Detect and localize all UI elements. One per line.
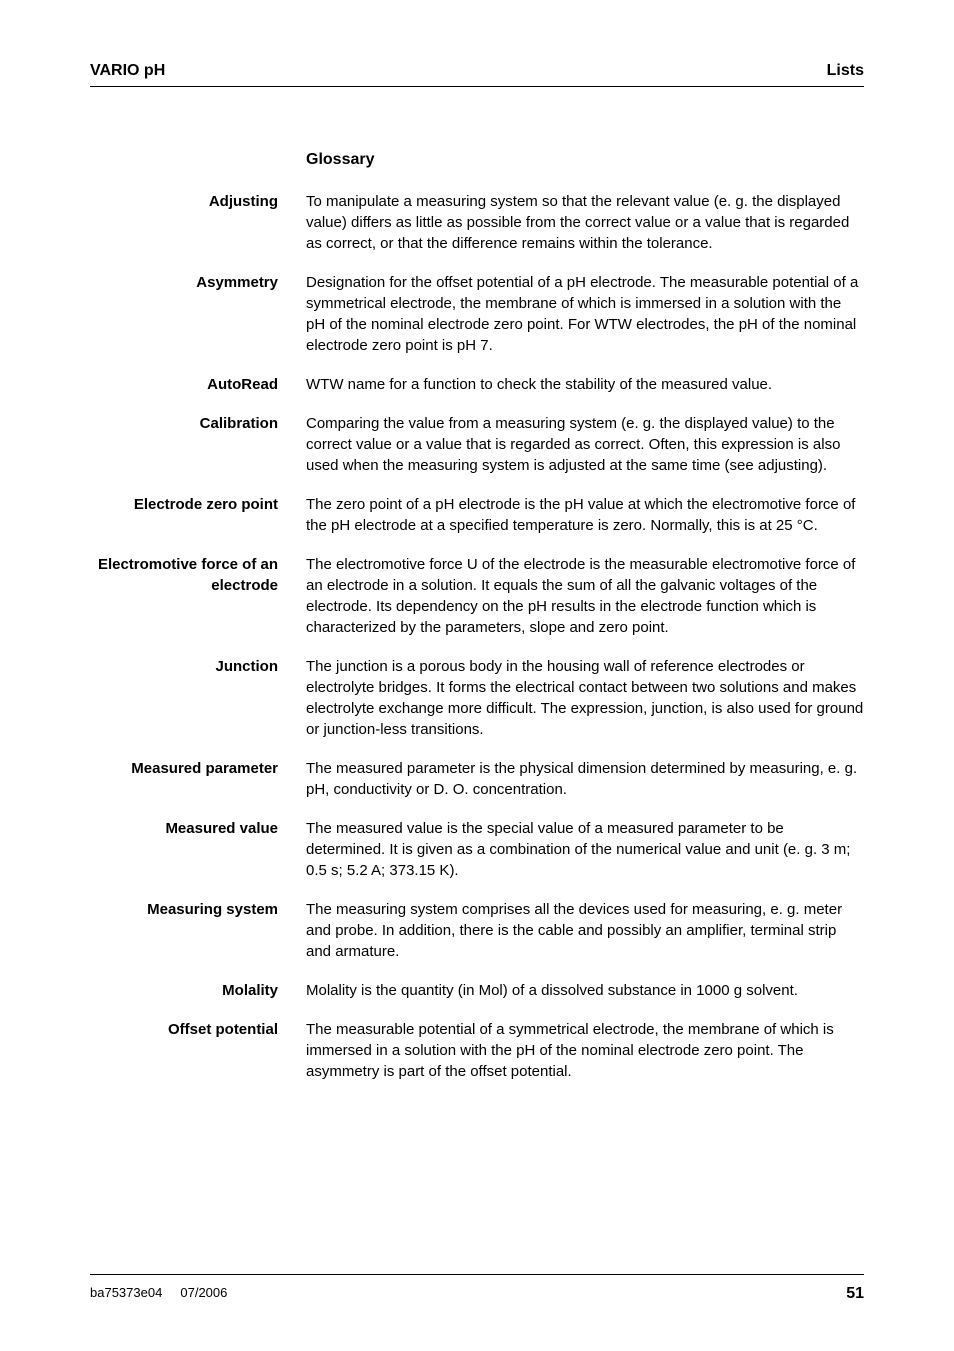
glossary-term: Calibration: [90, 413, 306, 476]
section-title: Glossary: [306, 151, 864, 169]
glossary-definition: The measured parameter is the physical d…: [306, 758, 864, 800]
glossary-definition: The measurable potential of a symmetrica…: [306, 1019, 864, 1082]
glossary-entries: AdjustingTo manipulate a measuring syste…: [90, 191, 864, 1082]
glossary-entry: Measured valueThe measured value is the …: [90, 818, 864, 881]
glossary-term: Offset potential: [90, 1019, 306, 1082]
glossary-entry: MolalityMolality is the quantity (in Mol…: [90, 980, 864, 1001]
glossary-term: AutoRead: [90, 374, 306, 395]
glossary-entry: Electrode zero pointThe zero point of a …: [90, 494, 864, 536]
glossary-term: Measured parameter: [90, 758, 306, 800]
glossary-term: Molality: [90, 980, 306, 1001]
glossary-term: Measured value: [90, 818, 306, 881]
glossary-definition: The electromotive force U of the electro…: [306, 554, 864, 638]
glossary-entry: JunctionThe junction is a porous body in…: [90, 656, 864, 740]
glossary-term: Asymmetry: [90, 272, 306, 356]
glossary-entry: AsymmetryDesignation for the offset pote…: [90, 272, 864, 356]
glossary-term: Junction: [90, 656, 306, 740]
glossary-definition: WTW name for a function to check the sta…: [306, 374, 864, 395]
glossary-entry: AdjustingTo manipulate a measuring syste…: [90, 191, 864, 254]
glossary-entry: Measured parameterThe measured parameter…: [90, 758, 864, 800]
footer-date: 07/2006: [180, 1285, 227, 1300]
glossary-entry: AutoReadWTW name for a function to check…: [90, 374, 864, 395]
glossary-term: Electrode zero point: [90, 494, 306, 536]
glossary-definition: The measured value is the special value …: [306, 818, 864, 881]
footer-doc: ba75373e04: [90, 1285, 162, 1300]
header-left: VARIO pH: [90, 62, 165, 80]
glossary-definition: The zero point of a pH electrode is the …: [306, 494, 864, 536]
footer-left: ba75373e04 07/2006: [90, 1285, 227, 1303]
page: VARIO pH Lists Glossary AdjustingTo mani…: [0, 0, 954, 1351]
glossary-definition: To manipulate a measuring system so that…: [306, 191, 864, 254]
glossary-definition: Designation for the offset potential of …: [306, 272, 864, 356]
glossary-definition: The measuring system comprises all the d…: [306, 899, 864, 962]
glossary-definition: Comparing the value from a measuring sys…: [306, 413, 864, 476]
glossary-definition: Molality is the quantity (in Mol) of a d…: [306, 980, 864, 1001]
glossary-term: Measuring system: [90, 899, 306, 962]
page-number: 51: [846, 1285, 864, 1303]
page-header: VARIO pH Lists: [90, 62, 864, 87]
header-right: Lists: [827, 62, 864, 80]
glossary-entry: Offset potentialThe measurable potential…: [90, 1019, 864, 1082]
glossary-entry: Electromotive force of an electrodeThe e…: [90, 554, 864, 638]
page-footer: ba75373e04 07/2006 51: [90, 1274, 864, 1303]
glossary-entry: Measuring systemThe measuring system com…: [90, 899, 864, 962]
glossary-term: Adjusting: [90, 191, 306, 254]
glossary-term: Electromotive force of an electrode: [90, 554, 306, 638]
glossary-entry: CalibrationComparing the value from a me…: [90, 413, 864, 476]
glossary-definition: The junction is a porous body in the hou…: [306, 656, 864, 740]
